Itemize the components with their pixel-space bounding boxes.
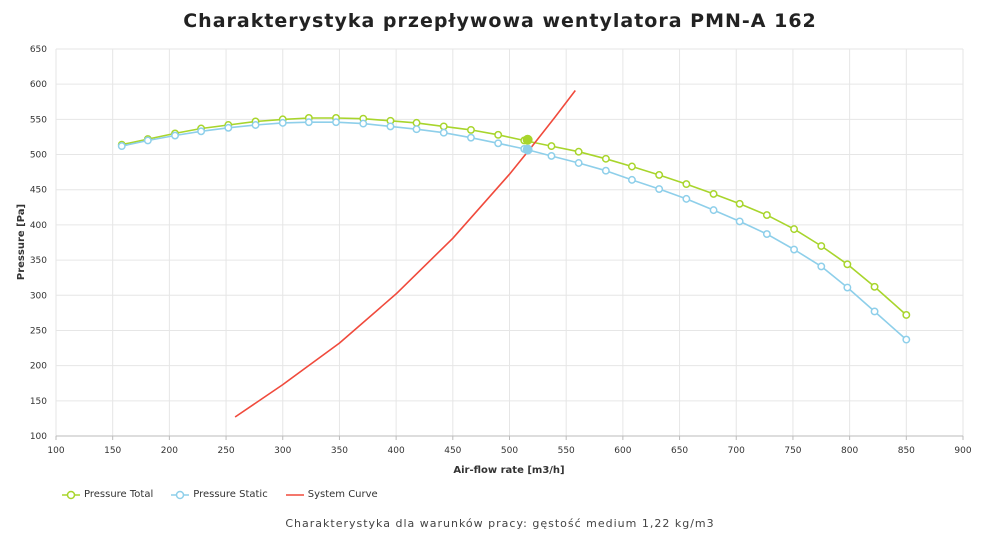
x-tick-label: 650 [671, 446, 688, 456]
pressure-total-point [817, 242, 826, 250]
y-tick-label: 100 [30, 432, 47, 442]
pressure-static-point [601, 166, 610, 175]
x-tick-label: 600 [614, 446, 631, 456]
x-tick-label: 700 [728, 446, 745, 456]
pressure-static-point [870, 307, 879, 316]
y-tick-label: 650 [30, 45, 47, 55]
x-tick-label: 200 [161, 446, 178, 456]
x-tick-label: 450 [444, 446, 461, 456]
y-tick-label: 300 [30, 291, 47, 301]
pressure-static-point [574, 159, 583, 167]
y-tick-label: 450 [30, 186, 47, 196]
pressure-static-point [547, 152, 556, 160]
x-tick-label: 850 [898, 446, 915, 456]
pressure-total-operating-point [522, 134, 533, 145]
pressure-static-point [332, 118, 340, 127]
chart-title: Charakterystyka przepływowa wentylatora … [183, 10, 817, 32]
pressure-static-point [735, 217, 744, 226]
pressure-static-point [682, 194, 691, 203]
pressure-total-point [655, 171, 664, 179]
pressure-static-line [121, 121, 907, 341]
pressure-static-point [197, 127, 206, 136]
legend-item-system-curve[interactable]: System Curve [285, 489, 378, 500]
pressure-total-point [870, 282, 879, 291]
x-tick-label: 250 [217, 446, 234, 456]
footnote: Charakterystyka dla warunków pracy: gęst… [285, 517, 715, 530]
pressure-total-point [790, 225, 799, 234]
pressure-total-point [762, 211, 771, 220]
pressure-static-point [843, 283, 852, 292]
x-tick-label: 750 [784, 446, 801, 456]
pressure-static-point [251, 121, 260, 129]
pressure-static-point [467, 133, 475, 142]
pressure-static-point [412, 125, 421, 134]
legend-label-system-curve: System Curve [307, 489, 378, 500]
pressure-static-legend-marker [171, 490, 190, 499]
pressure-static-point [359, 119, 368, 128]
pressure-total-point [902, 311, 911, 319]
pressure-static-point [902, 335, 911, 344]
pressure-total-point [843, 260, 852, 269]
pressure-static-point [143, 136, 152, 145]
pressure-static-point [224, 123, 233, 132]
pressure-total-point [709, 189, 718, 198]
pressure-static-point [117, 142, 126, 151]
x-tick-label: 500 [501, 446, 518, 456]
pressure-total-point [601, 154, 610, 163]
pressure-total-point [682, 180, 691, 189]
pressure-static-point [386, 122, 395, 131]
y-tick-label: 400 [30, 221, 47, 231]
pressure-static-point [171, 131, 179, 140]
pressure-static-point [494, 139, 503, 148]
pressure-total-point [735, 199, 744, 208]
axes: 100 150 200 250 300 350 400 450 500 550 600 650 700 7… [30, 45, 972, 456]
pressure-static-point [709, 206, 718, 215]
pressure-total-point [439, 122, 448, 131]
pressure-static-operating-point [522, 144, 533, 155]
legend-item-pressure-total[interactable]: Pressure Total [62, 489, 153, 500]
pressure-total-point [574, 147, 583, 156]
pressure-static-point [655, 185, 664, 193]
x-tick-label: 400 [388, 446, 405, 456]
y-tick-label: 150 [30, 397, 47, 407]
pressure-static-point [278, 118, 287, 127]
y-tick-label: 250 [30, 326, 47, 336]
y-tick-label: 350 [30, 256, 47, 266]
system-curve-line [234, 90, 576, 418]
pressure-static-point [304, 118, 313, 127]
series [117, 90, 911, 418]
x-tick-label: 300 [274, 446, 291, 456]
system-curve-legend-marker [285, 493, 304, 496]
pressure-total-line [121, 117, 907, 316]
pressure-total-point [627, 162, 636, 171]
x-tick-label: 900 [954, 446, 971, 456]
pressure-static-point [439, 128, 448, 137]
pressure-static-point [762, 230, 771, 239]
legend-label-pressure-static: Pressure Static [193, 489, 268, 500]
legend-label-pressure-total: Pressure Total [84, 489, 154, 500]
pressure-static-point [817, 262, 826, 271]
x-axis-label: Air-flow rate [m3/h] [453, 465, 564, 476]
y-tick-label: 550 [30, 115, 47, 125]
legend: Pressure Total Pressure Static System Cu… [62, 489, 378, 500]
x-tick-label: 350 [331, 446, 348, 456]
x-tick-label: 100 [47, 446, 64, 456]
legend-item-pressure-static[interactable]: Pressure Static [171, 489, 268, 500]
y-tick-label: 200 [30, 362, 47, 372]
pressure-total-legend-marker [62, 490, 80, 499]
pressure-static-point [790, 245, 799, 254]
x-tick-label: 550 [558, 446, 575, 456]
pressure-total-point [547, 142, 556, 151]
y-tick-label: 600 [30, 80, 47, 90]
pressure-total-point [494, 130, 503, 139]
grid [55, 48, 964, 437]
pressure-static-point [627, 175, 636, 184]
y-tick-label: 500 [30, 151, 47, 161]
y-axis-label: Pressure [Pa] [16, 204, 27, 280]
x-tick-label: 800 [841, 446, 858, 456]
pressure-total-point [412, 118, 421, 127]
x-tick-label: 150 [104, 446, 121, 456]
pressure-total-point [467, 125, 475, 134]
